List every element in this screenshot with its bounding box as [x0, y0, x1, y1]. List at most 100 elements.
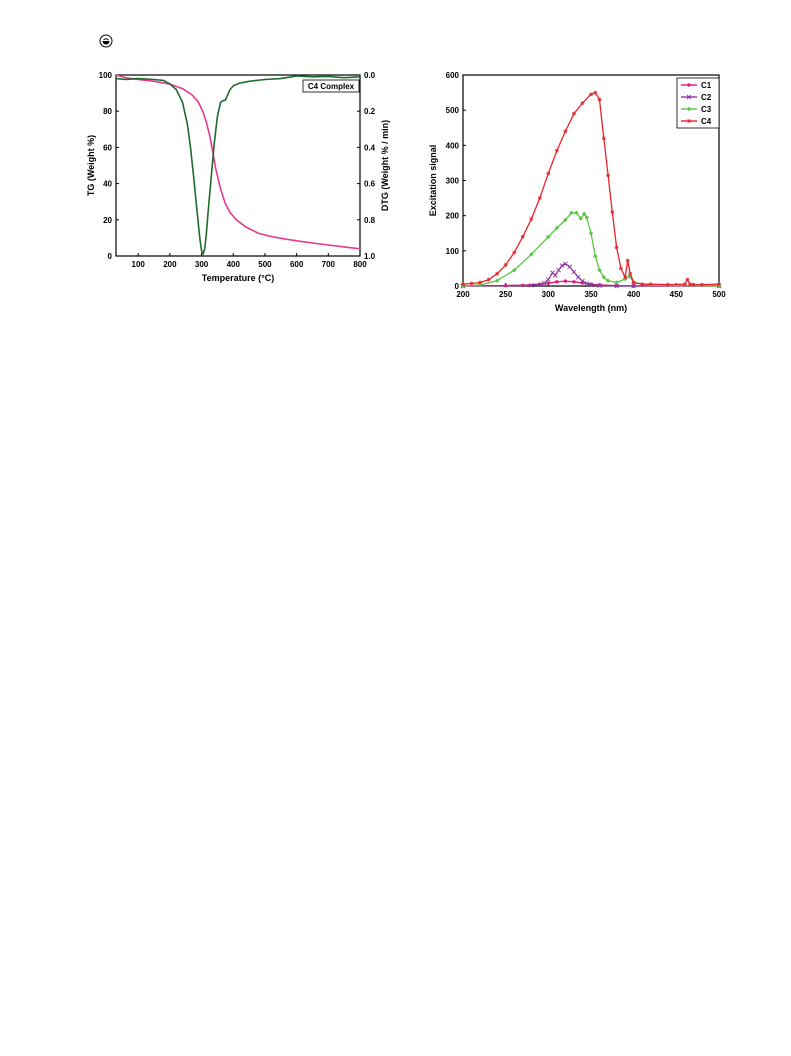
- chart2-legend-box: [676, 77, 720, 129]
- chart1-dtg-line: [115, 75, 361, 255]
- chart2-legend-marker-c3: [686, 106, 692, 112]
- chart2-series-c2-point: [546, 277, 551, 282]
- chart2-ytick-label: 600: [446, 71, 460, 80]
- chart2-xtick-label: 300: [542, 290, 556, 299]
- chart2-series-c3-point: [574, 210, 579, 216]
- chart1-ytick-label: 20: [103, 216, 112, 225]
- chart2-xtick-label: 350: [584, 290, 598, 299]
- figure-charts: 100 200 300 400 500 600 700 800 0 20 40 60 80 100 0.0 0…: [86, 71, 726, 313]
- chart2-series-c2-point: [580, 278, 585, 284]
- chart1-xtick-label: 400: [227, 260, 241, 269]
- chart2-series-c4-point: [571, 111, 576, 116]
- chart1-annotation: C4 Complex: [308, 82, 355, 91]
- chart2-series-c4-point: [495, 271, 500, 276]
- chart2-ylabel: Excitation signal: [428, 145, 438, 217]
- chart1-ytick-label: 80: [103, 107, 112, 116]
- chart2-series-c3-point: [581, 211, 587, 217]
- chart2-series-c4-point: [610, 210, 615, 215]
- chart2-series-c3-point: [584, 215, 589, 220]
- chart2-series-c3-line: [462, 212, 720, 287]
- chart2-series-c4-point: [606, 173, 611, 178]
- chart2-series-c3-point: [614, 280, 619, 285]
- chart2-ytick-label: 0: [455, 282, 460, 291]
- chart1-y2tick-label: 0.6: [364, 180, 376, 189]
- chart1-y2tick-label: 0.8: [364, 216, 376, 225]
- chart2-series-c2-point: [559, 263, 565, 268]
- chart2-xtick-label: 400: [627, 290, 641, 299]
- chart2-legend-label-c2: C2: [701, 93, 712, 102]
- chart2-series-c2-point: [571, 269, 577, 275]
- chart2-series-c2-point: [563, 261, 568, 267]
- chart2-legend-marker-c1: [687, 83, 691, 87]
- chart2-series-c4-point: [614, 245, 619, 250]
- chart2-series-c4-point: [503, 262, 508, 267]
- chart1-ytick-label: 60: [103, 143, 112, 152]
- chart2-series-c3-point: [554, 225, 560, 231]
- chart2-series-c2-point: [541, 280, 547, 286]
- chart2-series-c4-line: [462, 91, 720, 286]
- chart2-ytick-label: 100: [446, 247, 460, 256]
- chart2-legend-marker-c4: [687, 119, 691, 123]
- chart2-series-c1-point: [572, 280, 576, 284]
- chart2-xtick-label: 500: [712, 290, 726, 299]
- chart1-y2tick-label: 1.0: [364, 252, 376, 261]
- chart1-y2tick-label: 0.2: [364, 107, 376, 116]
- chart2-series-c4-point: [682, 282, 687, 287]
- chart2-series-c3-point: [605, 278, 611, 283]
- chart2-series-c1-point: [563, 279, 568, 283]
- chart2-series-c2-point: [588, 282, 594, 288]
- chart2-series-c4-point: [563, 129, 568, 134]
- chart2-series-c4-point: [640, 282, 645, 287]
- chart2-ytick-label: 500: [446, 106, 460, 115]
- chart2-legend-label-c4: C4: [701, 117, 712, 126]
- chart1-tg-line: [115, 74, 361, 250]
- chart1-ytick-label: 100: [99, 71, 113, 80]
- chart2-series-c3-point: [588, 231, 594, 236]
- chart1-y2tick-label: 0.4: [364, 143, 376, 152]
- chart1-xtick-label: 600: [290, 260, 304, 269]
- chart2-series-c4-point: [628, 271, 633, 276]
- chart2-series-c4-point: [589, 92, 593, 97]
- chart2-xlabel: Wavelength (nm): [555, 303, 627, 313]
- chart2-legend-marker-c2: [686, 94, 692, 100]
- chart2-series-c4-point: [648, 282, 653, 287]
- chart1-xtick-label: 200: [163, 260, 177, 269]
- chart2-series-c4-point: [685, 277, 690, 282]
- chart1-y2label: DTG (Weight % / min): [380, 120, 390, 211]
- chart2-ytick-label: 200: [446, 212, 460, 221]
- chart2-series-c4-point: [478, 280, 483, 285]
- chart2-ytick-label: 300: [446, 177, 460, 186]
- chart2-series-c2-point: [575, 274, 581, 280]
- chart2-series-c4-point: [717, 282, 721, 287]
- chart2-series-c4-point: [469, 281, 474, 286]
- chart2-series-c4-point: [461, 282, 465, 287]
- chart2-series-c2-point: [597, 283, 602, 288]
- chart2-series-c2-point: [528, 282, 534, 288]
- chart2-series-c2-point: [584, 281, 590, 286]
- chart1-xlabel: Temperature (°C): [202, 273, 274, 283]
- chart2-series-c3-point: [601, 275, 606, 280]
- journal-logo-icon: [99, 34, 113, 48]
- chart2-legend-label-c3: C3: [701, 105, 712, 114]
- chart2-series-c4-point: [554, 148, 559, 153]
- chart2-series-c4-point: [520, 234, 525, 239]
- chart2-series-c2-point: [614, 283, 619, 289]
- chart1-xtick-label: 100: [132, 260, 146, 269]
- chart2-series-c3-point: [597, 267, 602, 273]
- chart2-series-c4-point: [597, 97, 602, 102]
- chart1-xtick-label: 500: [258, 260, 272, 269]
- chart2-series-c4-point: [687, 282, 692, 287]
- chart2-series-c1-point: [546, 281, 551, 285]
- chart2-series-c3-point: [494, 278, 500, 283]
- chart2-series-c4-point: [623, 275, 628, 280]
- chart2-series-c4-point: [546, 171, 551, 176]
- chart2-series-c4-point: [537, 196, 542, 201]
- chart2-series-c4-point: [601, 136, 606, 141]
- chart2-series-c4-point: [580, 101, 585, 106]
- chart2-series-c4-point: [699, 282, 704, 287]
- chart2-series-c4-point: [665, 282, 670, 287]
- chart2-series-c2-point: [556, 267, 561, 273]
- chart2-series-c4-point: [631, 280, 636, 285]
- chart1-ylabel: TG (Weight %): [86, 135, 96, 196]
